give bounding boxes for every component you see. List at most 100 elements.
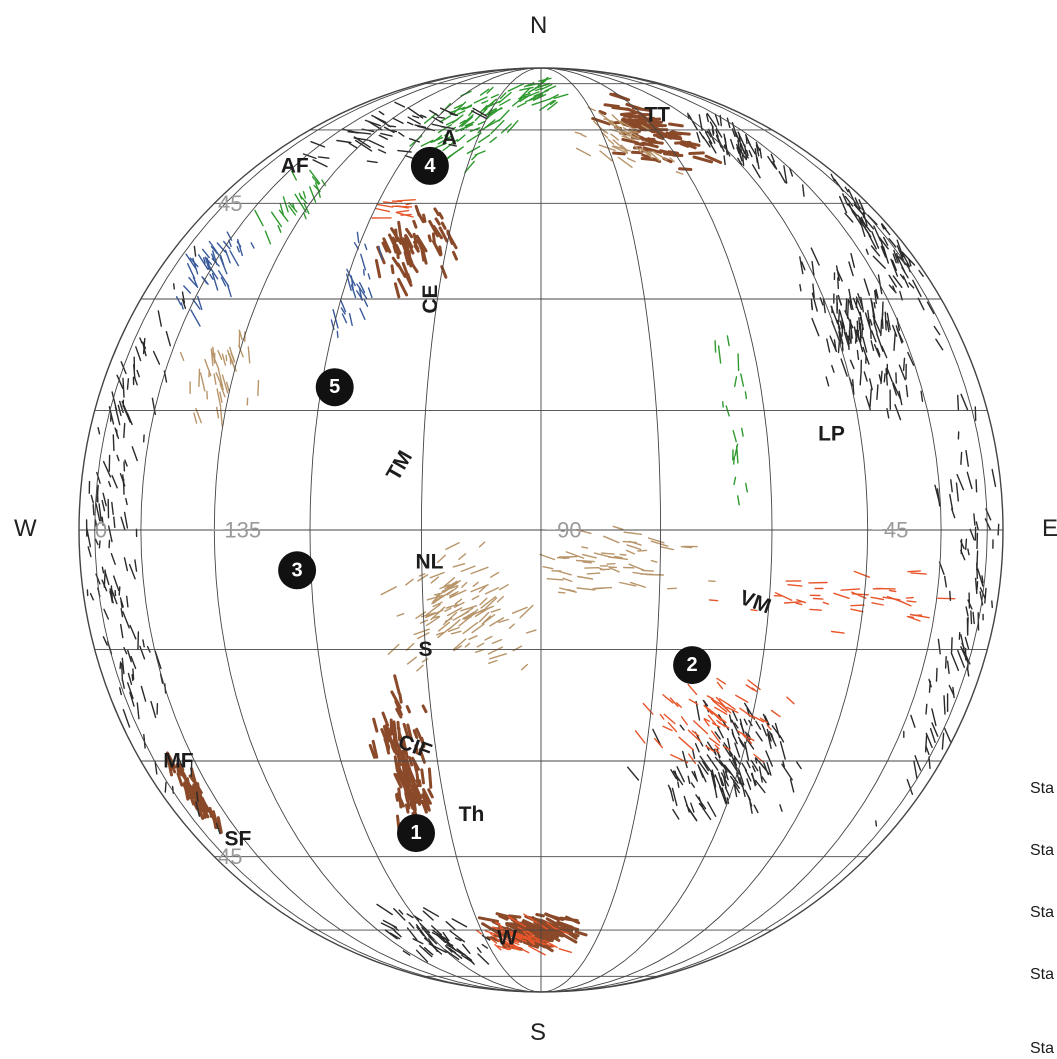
unit-stroke bbox=[743, 718, 748, 726]
unit-stroke bbox=[475, 929, 482, 935]
unit-stroke bbox=[876, 332, 884, 352]
unit-stroke bbox=[720, 772, 730, 787]
unit-stroke bbox=[642, 702, 654, 715]
unit-stroke bbox=[298, 192, 303, 200]
marker-disc bbox=[410, 146, 449, 185]
numbered-marker: 5 bbox=[315, 368, 354, 407]
unit-stroke bbox=[767, 733, 772, 749]
unit-stroke bbox=[477, 953, 490, 965]
unit-stroke bbox=[662, 725, 673, 732]
unit-stroke bbox=[512, 95, 526, 107]
unit-stroke bbox=[356, 231, 360, 244]
unit-stroke bbox=[737, 495, 740, 506]
unit-stroke bbox=[876, 347, 881, 356]
unit-stroke bbox=[822, 299, 826, 314]
unit-stroke bbox=[438, 621, 451, 632]
unit-stroke bbox=[704, 131, 713, 145]
unit-stroke bbox=[548, 93, 559, 100]
unit-stroke bbox=[321, 179, 327, 187]
unit-stroke bbox=[761, 724, 768, 737]
unit-stroke bbox=[665, 131, 682, 140]
unit-stroke bbox=[152, 350, 161, 365]
unit-stroke bbox=[972, 611, 975, 625]
unit-stroke bbox=[574, 930, 588, 937]
unit-stroke bbox=[906, 615, 914, 618]
unit-stroke bbox=[282, 196, 289, 213]
longitude-line bbox=[94, 67, 542, 993]
unit-stroke bbox=[889, 589, 897, 593]
unit-stroke bbox=[931, 722, 939, 737]
unit-stroke bbox=[449, 589, 467, 599]
unit-stroke bbox=[367, 287, 373, 299]
unit-stroke bbox=[574, 131, 583, 135]
unit-stroke bbox=[165, 751, 177, 769]
unit-stroke bbox=[413, 240, 420, 251]
unit-stroke bbox=[355, 131, 372, 135]
unit-stroke bbox=[123, 557, 129, 572]
unit-stroke bbox=[477, 916, 499, 923]
unit-stroke bbox=[549, 99, 557, 106]
unit-stroke bbox=[97, 427, 101, 435]
unit-stroke bbox=[918, 269, 924, 277]
unit-stroke bbox=[471, 623, 485, 634]
unit-stroke bbox=[838, 331, 842, 345]
unit-stroke bbox=[603, 535, 620, 544]
unit-stroke bbox=[376, 203, 394, 208]
unit-stroke bbox=[711, 769, 717, 788]
unit-stroke bbox=[580, 133, 587, 138]
unit-stroke bbox=[195, 801, 201, 817]
unit-stroke bbox=[892, 324, 898, 337]
unit-stroke bbox=[317, 156, 330, 159]
unit-stroke bbox=[920, 390, 924, 402]
longitude-line bbox=[540, 67, 869, 993]
unit-stroke bbox=[405, 705, 411, 714]
marker-number: 1 bbox=[410, 822, 421, 844]
unit-stroke bbox=[500, 936, 513, 948]
unit-stroke bbox=[498, 91, 512, 104]
unit-stroke bbox=[427, 788, 434, 799]
unit-stroke bbox=[779, 804, 783, 812]
unit-stroke bbox=[94, 520, 99, 531]
region-label: A bbox=[442, 127, 457, 150]
unit-stroke bbox=[734, 742, 741, 758]
unit-stroke bbox=[522, 92, 531, 97]
unit-stroke bbox=[886, 595, 904, 604]
unit-stroke bbox=[893, 249, 899, 264]
unit-stroke bbox=[535, 913, 545, 918]
longitude-line bbox=[420, 67, 542, 993]
unit-stroke bbox=[594, 586, 613, 590]
unit-stroke bbox=[905, 596, 914, 599]
unit-stroke bbox=[755, 731, 763, 742]
geologic-unit-dark bbox=[687, 112, 805, 197]
unit-stroke bbox=[601, 131, 609, 139]
unit-stroke bbox=[960, 451, 963, 465]
unit-stroke bbox=[811, 317, 820, 337]
unit-stroke bbox=[706, 112, 718, 128]
unit-stroke bbox=[412, 115, 420, 119]
unit-stroke bbox=[437, 134, 454, 145]
unit-stroke bbox=[755, 720, 762, 730]
unit-stroke bbox=[895, 325, 903, 344]
unit-stroke bbox=[562, 577, 573, 583]
unit-stroke bbox=[674, 140, 692, 145]
unit-stroke bbox=[621, 137, 640, 145]
unit-stroke bbox=[372, 717, 379, 733]
unit-stroke bbox=[549, 931, 565, 938]
unit-stroke bbox=[181, 298, 187, 309]
unit-stroke bbox=[190, 761, 193, 778]
unit-stroke bbox=[751, 765, 756, 773]
unit-stroke bbox=[417, 574, 429, 582]
unit-stroke bbox=[396, 762, 406, 781]
unit-stroke bbox=[433, 592, 441, 596]
unit-stroke bbox=[789, 778, 795, 793]
unit-stroke bbox=[654, 737, 664, 749]
unit-stroke bbox=[406, 723, 413, 741]
unit-stroke bbox=[402, 950, 411, 956]
longitude-label: −45 bbox=[871, 518, 908, 543]
unit-stroke bbox=[910, 714, 916, 728]
unit-stroke bbox=[716, 681, 724, 690]
unit-stroke bbox=[873, 225, 882, 242]
unit-stroke bbox=[839, 320, 843, 329]
unit-stroke bbox=[437, 627, 451, 639]
unit-stroke bbox=[557, 591, 566, 594]
